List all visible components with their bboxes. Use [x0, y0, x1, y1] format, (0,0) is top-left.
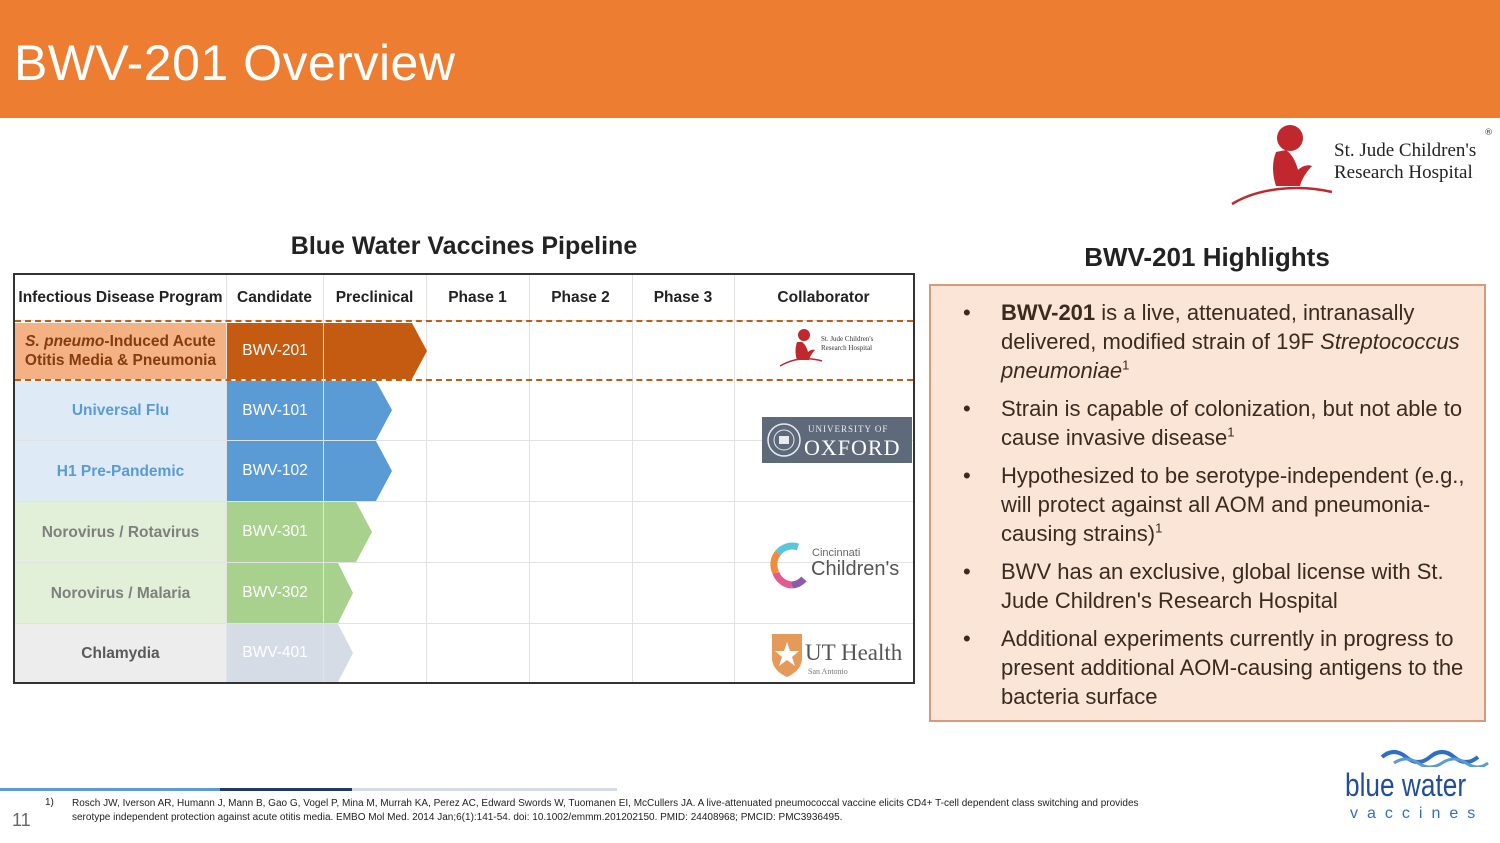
program-cell: Chlamydia [15, 624, 226, 682]
column-header-program: Infectious Disease Program [18, 288, 223, 306]
st-jude-line1: St. Jude Children's [1334, 140, 1477, 161]
candidate-cell: BWV-302 [227, 563, 323, 623]
grid-line [426, 275, 427, 682]
highlight-text: Additional experiments currently in prog… [1001, 626, 1464, 709]
st-jude-logo: St. Jude Children's Research Hospital ® [1228, 122, 1496, 208]
st-jude-child-icon [1231, 125, 1333, 206]
st-jude-child-icon [779, 329, 823, 367]
highlight-dashed-bottom [15, 379, 913, 381]
grid-line [15, 440, 913, 441]
highlight-item: • BWV has an exclusive, global license w… [961, 557, 1481, 615]
highlight-text: is a live, attenuated, intranasally deli… [1001, 300, 1415, 354]
bullet-icon: • [963, 559, 971, 584]
highlights-title: BWV-201 Highlights [1084, 242, 1330, 272]
bullet-icon: • [963, 300, 971, 325]
highlights-box: • BWV-201 is a live, attenuated, intrana… [929, 284, 1486, 722]
highlight-bold: BWV-201 [1001, 300, 1096, 325]
highlight-item: • Hypothesized to be serotype-independen… [961, 461, 1481, 548]
oxford-big-text: OXFORD [804, 435, 901, 460]
logo-name: blue water [1345, 767, 1467, 803]
progress-arrow-bwv-401 [324, 624, 353, 682]
column-header-collaborator: Collaborator [777, 288, 870, 306]
highlight-item: • Additional experiments currently in pr… [961, 624, 1481, 711]
progress-arrow-bwv-301 [324, 502, 372, 562]
highlight-item: • BWV-201 is a live, attenuated, intrana… [961, 298, 1481, 385]
column-header-phase2: Phase 2 [551, 288, 610, 306]
title-bar: BWV-201 Overview [0, 0, 1500, 118]
candidate-cell: BWV-101 [227, 381, 323, 440]
logo-sub: vaccines [1350, 805, 1485, 822]
oxford-small-text: UNIVERSITY OF [808, 424, 889, 434]
grid-line [632, 275, 633, 682]
program-cell-s-pneumo: S. pneumo-Induced Acute Otitis Media & P… [15, 323, 226, 379]
progress-arrow-bwv-302 [324, 563, 353, 623]
column-header-candidate: Candidate [237, 288, 312, 306]
program-cell: H1 Pre-Pandemic [15, 441, 226, 501]
program-cell: Norovirus / Rotavirus [15, 502, 226, 562]
progress-arrow-bwv-102 [324, 441, 392, 501]
grid-line [15, 562, 913, 563]
oxford-crest-icon [767, 423, 801, 457]
program-line2: Otitis Media & Pneumonia [24, 352, 217, 369]
blue-water-vaccines-logo: blue water vaccines [1340, 745, 1490, 830]
highlight-dashed-top [15, 320, 913, 322]
column-header-phase1: Phase 1 [448, 288, 507, 306]
footnote-reference: Rosch JW, Iverson AR, Humann J, Mann B, … [72, 798, 1139, 823]
cincinnati-c-icon [770, 542, 807, 589]
program-italic: S. pneumo [25, 333, 105, 350]
st-jude-small-line1: St. Jude Children's [821, 335, 874, 343]
progress-arrow-bwv-101 [324, 381, 392, 440]
bullet-icon: • [963, 463, 971, 488]
st-jude-line2: Research Hospital [1334, 162, 1473, 183]
column-header-phase3: Phase 3 [653, 288, 713, 306]
bullet-icon: • [963, 626, 971, 651]
candidate-cell: BWV-201 [227, 323, 323, 379]
footnote-ref: 1 [1122, 357, 1130, 373]
program-cell: Norovirus / Malaria [15, 563, 226, 623]
collaborator-oxford: UNIVERSITY OF OXFORD [762, 417, 912, 463]
grid-line [15, 623, 913, 624]
candidate-cell: BWV-102 [227, 441, 323, 501]
highlight-text: BWV has an exclusive, global license wit… [1001, 559, 1444, 613]
wave-icon [1380, 750, 1489, 767]
grid-line [226, 275, 227, 682]
candidate-cell: BWV-301 [227, 502, 323, 562]
highlight-item: • Strain is capable of colonization, but… [961, 394, 1481, 452]
footer-line-segment [352, 788, 617, 791]
grid-line [529, 275, 530, 682]
grid-line [15, 501, 913, 502]
program-cell: Universal Flu [15, 381, 226, 440]
highlight-italic: Streptococcus pneumoniae [1001, 329, 1460, 383]
st-jude-small-text: St. Jude Children's Research Hospital [821, 335, 873, 353]
grid-line [323, 275, 324, 682]
st-jude-logo-text: St. Jude Children's Research Hospital [1334, 140, 1476, 184]
slide-number: 11 [12, 810, 31, 830]
footer-line-segment [220, 788, 352, 791]
highlights-list: • BWV-201 is a live, attenuated, intrana… [961, 298, 1481, 720]
ut-health-small-text: San Antonio [808, 667, 848, 676]
slide-title: BWV-201 Overview [14, 35, 456, 91]
highlight-text: Strain is capable of colonization, but n… [1001, 396, 1463, 450]
column-header-preclinical: Preclinical [335, 288, 414, 306]
footnote-ref: 1 [1155, 520, 1163, 536]
registered-mark: ® [1484, 128, 1493, 138]
program-rest: -Induced Acute [104, 333, 216, 350]
cincinnati-big-text: Children's [811, 558, 900, 580]
cincinnati-small-text: Cincinnati [812, 547, 861, 559]
bullet-icon: • [963, 396, 971, 421]
st-jude-small-line2: Research Hospital [821, 344, 873, 352]
pipeline-title: Blue Water Vaccines Pipeline [290, 232, 638, 260]
ut-health-star-icon [772, 634, 802, 677]
grid-line [734, 275, 735, 682]
footer-line-segment [0, 788, 220, 791]
candidate-cell: BWV-401 [227, 624, 323, 682]
pipeline-table: Infectious Disease Program Candidate Pre… [13, 273, 915, 684]
footnote-number: 1) [45, 797, 54, 808]
ut-health-big-text: UT Health [805, 640, 903, 665]
footnote-ref: 1 [1227, 424, 1235, 440]
progress-arrow-bwv-201 [324, 323, 427, 379]
highlight-text: Hypothesized to be serotype-independent … [1001, 463, 1465, 546]
